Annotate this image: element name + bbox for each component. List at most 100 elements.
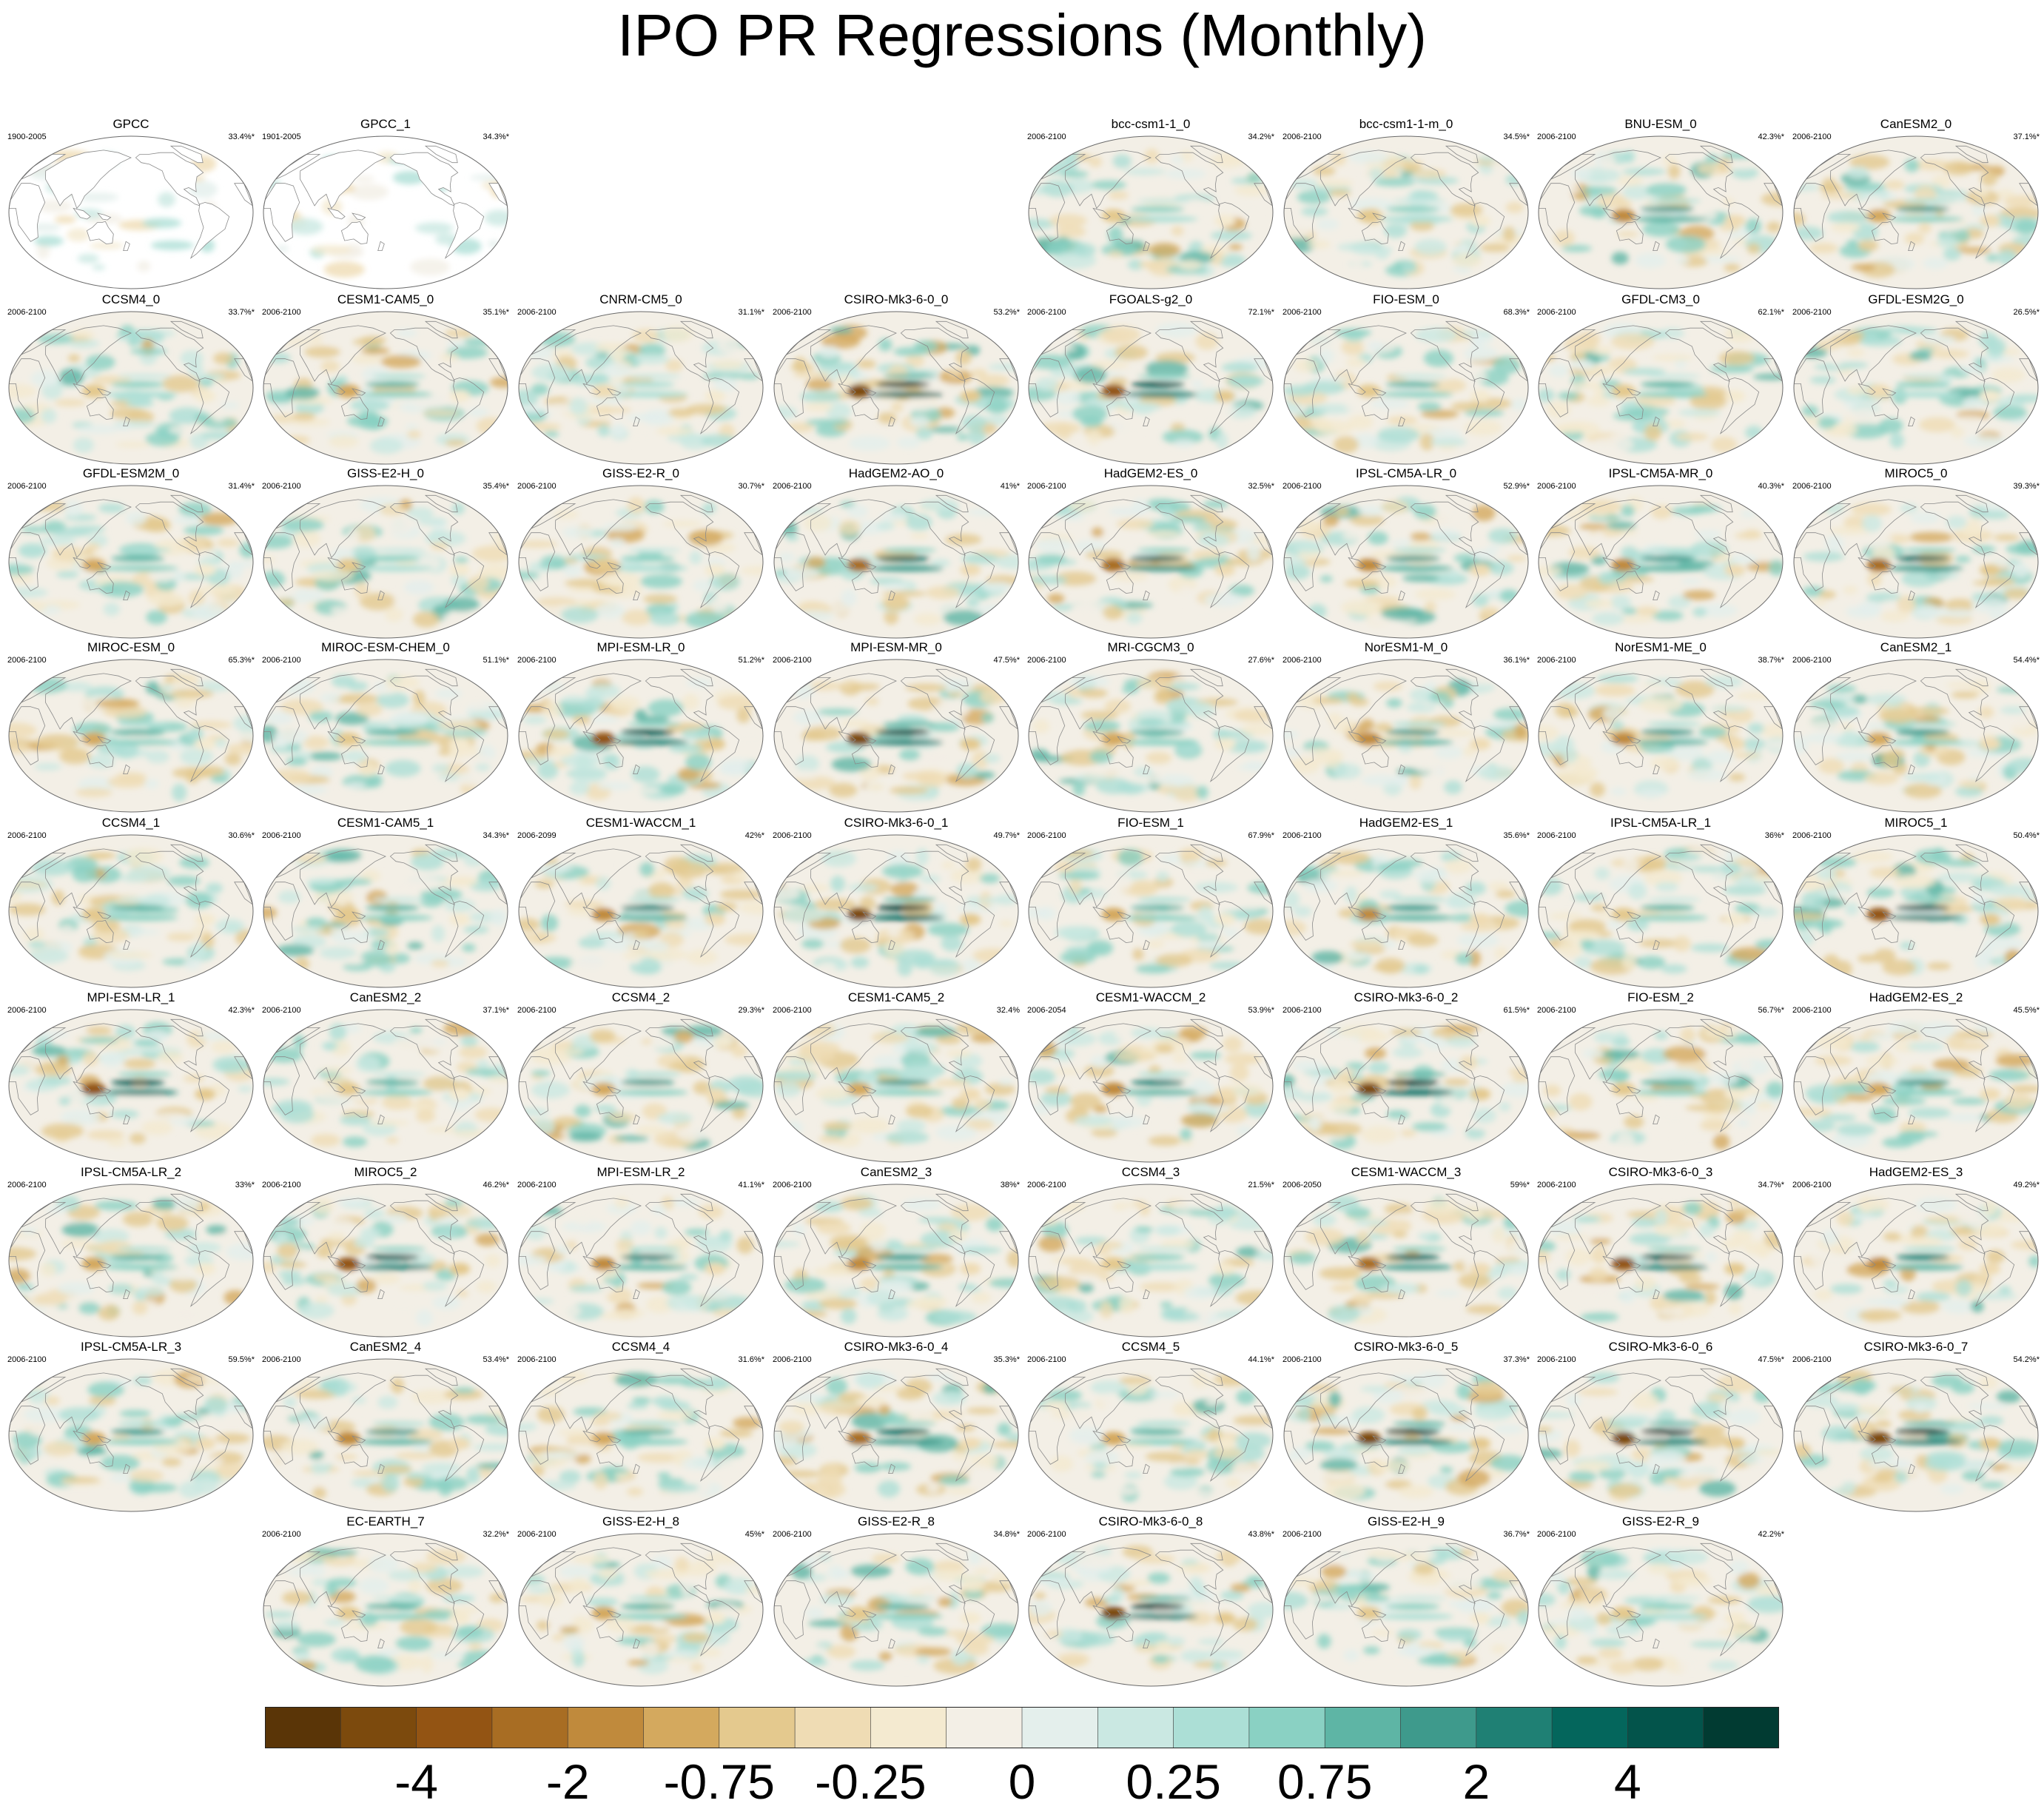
panel-variance-pct: 47.5%*	[994, 655, 1020, 665]
panel-title: NorESM1-M_0	[1281, 640, 1531, 655]
panel-title: IPSL-CM5A-LR_3	[6, 1340, 256, 1355]
panel-period: 2006-2100	[1537, 1355, 1576, 1365]
regression-map	[771, 309, 1021, 467]
panel-variance-pct: 47.5%*	[1758, 1355, 1784, 1365]
panel-title: GISS-E2-R_0	[516, 466, 766, 481]
panel-variance-pct: 38%*	[1001, 1180, 1020, 1190]
panel-variance-pct: 36.1%*	[1504, 655, 1530, 665]
regression-map	[1536, 1356, 1786, 1514]
panel-title: CanESM2_2	[260, 990, 511, 1005]
panel-variance-pct: 51.1%*	[483, 655, 509, 665]
colorbar-swatch	[340, 1707, 417, 1748]
panel-period: 2006-2100	[1537, 132, 1576, 142]
panel-variance-pct: 31.6%*	[739, 1355, 764, 1365]
panel-variance-pct: 35.3%*	[994, 1355, 1020, 1365]
panel-period: 2006-2100	[517, 481, 557, 491]
panel-variance-pct: 27.6%*	[1248, 655, 1274, 665]
regression-map	[1791, 133, 2041, 292]
panel-variance-pct: 42.3%*	[1758, 132, 1784, 142]
panel-variance-pct: 31.4%*	[229, 481, 255, 491]
panel-title: GFDL-CM3_0	[1536, 292, 1786, 307]
panel-variance-pct: 46.2%*	[483, 1180, 509, 1190]
regression-map	[1281, 1531, 1531, 1689]
panel-title: MPI-ESM-MR_0	[771, 640, 1021, 655]
panel-period: 2006-2100	[7, 830, 47, 841]
regression-map	[1026, 1181, 1276, 1340]
panel-variance-pct: 35.4%*	[483, 481, 509, 491]
panel-variance-pct: 34.5%*	[1504, 132, 1530, 142]
regression-map	[1026, 1531, 1276, 1689]
colorbar-swatch	[1249, 1707, 1325, 1748]
colorbar-swatch	[1097, 1707, 1174, 1748]
colorbar-tick-label: 0.75	[1277, 1754, 1372, 1809]
panel-variance-pct: 37.3%*	[1504, 1355, 1530, 1365]
colorbar-tick-label: -0.75	[664, 1754, 775, 1809]
regression-map	[516, 1181, 766, 1340]
panel-period: 2006-2100	[1282, 1355, 1322, 1365]
panel-title: CSIRO-Mk3-6-0_8	[1026, 1514, 1276, 1529]
colorbar-tick-label: 0.25	[1126, 1754, 1220, 1809]
regression-map	[1281, 483, 1531, 641]
regression-map	[260, 1531, 511, 1689]
regression-map	[1026, 1356, 1276, 1514]
panel-period: 2006-2100	[7, 481, 47, 491]
panel-title: MIROC5_2	[260, 1165, 511, 1180]
regression-map	[260, 483, 511, 641]
panel-title: FGOALS-g2_0	[1026, 292, 1276, 307]
regression-map	[1791, 1007, 2041, 1165]
panel-title: IPSL-CM5A-LR_0	[1281, 466, 1531, 481]
panel-title: GPCC_1	[260, 117, 511, 132]
panel-period: 2006-2100	[1537, 830, 1576, 841]
panel-variance-pct: 62.1%*	[1758, 307, 1784, 318]
panel-period: 2006-2100	[773, 830, 812, 841]
panel-period: 2006-2100	[1537, 655, 1576, 665]
panel-period: 2006-2100	[773, 1180, 812, 1190]
panel-title: CSIRO-Mk3-6-0_5	[1281, 1340, 1531, 1355]
panel-period: 2006-2100	[1537, 1180, 1576, 1190]
panel-variance-pct: 26.5%*	[2014, 307, 2040, 318]
panel-title: MPI-ESM-LR_1	[6, 990, 256, 1005]
regression-map	[1791, 1181, 2041, 1340]
panel-variance-pct: 32.2%*	[483, 1529, 509, 1540]
regression-map	[6, 309, 256, 467]
panel-period: 2006-2100	[1282, 655, 1322, 665]
panel-variance-pct: 59%*	[1510, 1180, 1530, 1190]
panel-title: CESM1-WACCM_1	[516, 816, 766, 830]
chart-title: IPO PR Regressions (Monthly)	[0, 0, 2044, 71]
regression-map	[516, 1356, 766, 1514]
regression-map	[1281, 1356, 1531, 1514]
panel-variance-pct: 35.1%*	[483, 307, 509, 318]
panel-title: IPSL-CM5A-LR_1	[1536, 816, 1786, 830]
panel-period: 2006-2100	[1282, 1529, 1322, 1540]
panel-title: CanESM2_0	[1791, 117, 2041, 132]
colorbar-tick-label: -4	[394, 1754, 438, 1809]
panel-variance-pct: 38.7%*	[1758, 655, 1784, 665]
panel-period: 1901-2005	[262, 132, 301, 142]
panel-variance-pct: 33.7%*	[229, 307, 255, 318]
regression-map	[771, 832, 1021, 990]
panel-title: GISS-E2-H_0	[260, 466, 511, 481]
regression-map	[1026, 483, 1276, 641]
panel-variance-pct: 33%*	[235, 1180, 255, 1190]
regression-map	[1026, 832, 1276, 990]
panel-period: 2006-2100	[262, 481, 301, 491]
